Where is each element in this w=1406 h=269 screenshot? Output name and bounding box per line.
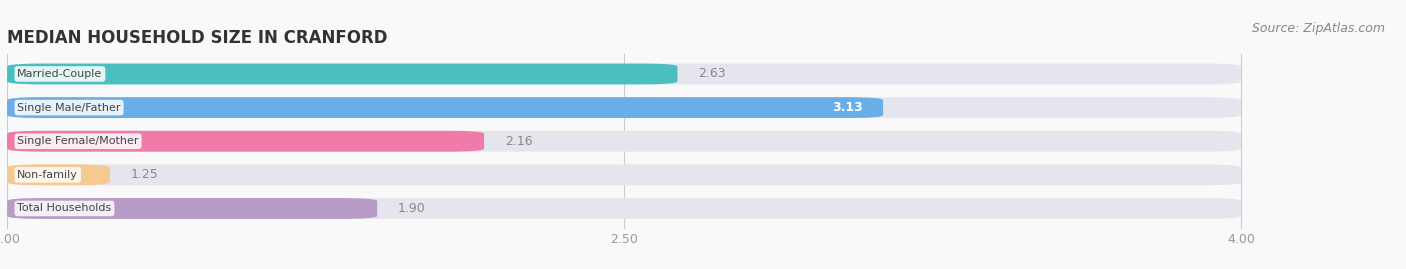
FancyBboxPatch shape bbox=[7, 164, 1241, 185]
Text: 3.13: 3.13 bbox=[832, 101, 862, 114]
FancyBboxPatch shape bbox=[7, 164, 110, 185]
FancyBboxPatch shape bbox=[7, 131, 1241, 152]
Text: 2.63: 2.63 bbox=[697, 68, 725, 80]
FancyBboxPatch shape bbox=[7, 63, 678, 84]
Text: Non-family: Non-family bbox=[17, 170, 79, 180]
Text: 2.16: 2.16 bbox=[505, 135, 533, 148]
Text: 1.25: 1.25 bbox=[131, 168, 157, 181]
FancyBboxPatch shape bbox=[7, 198, 1241, 219]
FancyBboxPatch shape bbox=[7, 97, 883, 118]
Text: Single Male/Father: Single Male/Father bbox=[17, 102, 121, 113]
Text: Source: ZipAtlas.com: Source: ZipAtlas.com bbox=[1251, 22, 1385, 34]
FancyBboxPatch shape bbox=[7, 198, 377, 219]
FancyBboxPatch shape bbox=[7, 63, 1241, 84]
Text: Married-Couple: Married-Couple bbox=[17, 69, 103, 79]
Text: Single Female/Mother: Single Female/Mother bbox=[17, 136, 139, 146]
Text: MEDIAN HOUSEHOLD SIZE IN CRANFORD: MEDIAN HOUSEHOLD SIZE IN CRANFORD bbox=[7, 29, 388, 47]
FancyBboxPatch shape bbox=[7, 97, 1241, 118]
Text: 1.90: 1.90 bbox=[398, 202, 426, 215]
Text: Total Households: Total Households bbox=[17, 203, 111, 214]
FancyBboxPatch shape bbox=[7, 131, 484, 152]
